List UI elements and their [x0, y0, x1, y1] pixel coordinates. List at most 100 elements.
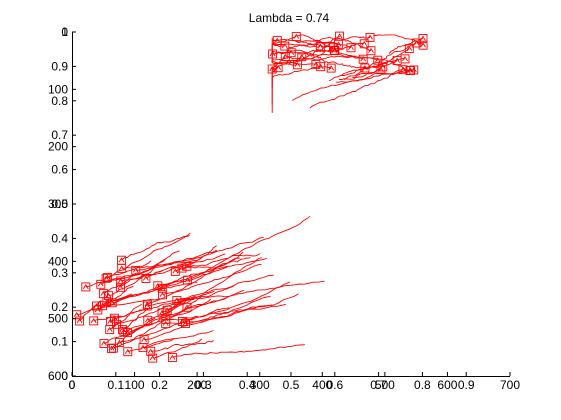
x-tick-label-px-7: 700	[500, 378, 520, 392]
start-marker-glyph-0-37	[293, 33, 300, 39]
start-marker-glyph-0-23	[313, 61, 319, 67]
trajectory-1-46	[107, 232, 191, 278]
start-marker-glyph-1-50	[174, 297, 180, 303]
start-marker-1-31	[109, 313, 119, 323]
trajectory-1-43	[150, 340, 215, 352]
trajectory-cluster-upper	[267, 31, 428, 113]
start-marker-glyph-1-46	[104, 274, 111, 280]
start-marker-glyph-0-13	[274, 37, 281, 43]
trajectory-0-37	[271, 36, 297, 55]
start-marker-glyph-1-24	[169, 354, 176, 360]
y-tick-label-frac-3: 0.3	[51, 266, 68, 280]
trajectory-1-20	[108, 250, 180, 297]
trajectory-1-52	[100, 272, 139, 285]
trajectory-1-16	[122, 307, 150, 330]
trajectory-0-35	[271, 58, 298, 66]
x-tick-label-px-3: 300	[250, 378, 270, 392]
chart-title: Lambda = 0.74	[249, 11, 330, 25]
start-marker-1-24	[167, 353, 177, 362]
start-marker-glyph-1-49	[184, 304, 190, 310]
x-tick-label-frac-8: 0.8	[414, 378, 431, 392]
start-marker-1-29	[148, 353, 158, 363]
start-marker-1-17	[181, 319, 190, 329]
start-marker-glyph-0-20	[335, 41, 342, 47]
start-marker-glyph-0-24	[368, 47, 374, 53]
y-tick-label-frac-6: 0.6	[51, 163, 68, 177]
trajectory-1-34	[147, 280, 325, 307]
trajectory-0-8	[295, 40, 334, 49]
trajectory-0-22	[271, 49, 335, 55]
trajectory-1-41	[93, 315, 121, 322]
trajectory-0-12	[271, 39, 285, 47]
y-tick-label-frac-8: 0.8	[51, 94, 68, 108]
start-marker-1-47	[81, 282, 91, 292]
y-tick-label-px-3: 300	[48, 197, 68, 211]
x-tick-label-frac-4: 0.4	[239, 378, 256, 392]
y-tick-label-px-2: 200	[48, 140, 68, 154]
start-marker-glyph-1-16	[119, 326, 126, 332]
trajectory-0-15	[313, 36, 371, 42]
start-marker-glyph-1-38	[100, 290, 107, 296]
start-marker-1-52	[96, 279, 106, 289]
start-marker-0-12	[280, 41, 290, 51]
start-marker-glyph-1-33	[76, 318, 83, 324]
start-marker-glyph-1-14	[118, 265, 125, 271]
y-tick-label-px-4: 400	[48, 254, 68, 268]
x-ticks-px: 0 100 200 300 400 500 600 700	[69, 372, 520, 392]
x-tick-label-frac-6: 0.6	[326, 378, 343, 392]
x-tick-label-px-5: 500	[375, 378, 395, 392]
start-marker-glyph-1-8	[162, 320, 169, 326]
start-marker-0-1	[376, 65, 386, 75]
trajectory-1-26	[109, 303, 142, 330]
y-ticks-frac: 0 0.1 0.2 0.3 0.4 0.5 0.6 0.7 0.8 0.9 1	[51, 25, 76, 383]
start-marker-0-26	[315, 42, 325, 51]
trajectory-0-31	[271, 56, 286, 105]
start-marker-glyph-0-9	[317, 63, 324, 69]
start-marker-1-25	[170, 266, 180, 276]
trajectory-1-25	[175, 257, 251, 272]
y-tick-label-frac-7: 0.7	[51, 128, 68, 142]
start-marker-1-42	[139, 335, 149, 345]
start-marker-0-17	[418, 34, 428, 43]
start-marker-glyph-1-43	[147, 348, 154, 354]
trajectory-1-32	[111, 317, 156, 349]
trajectory-1-48	[106, 280, 184, 303]
trajectory-1-39	[147, 251, 244, 305]
start-marker-1-11	[101, 273, 111, 283]
y-tick-label-frac-9: 0.9	[51, 59, 68, 73]
trajectory-0-32	[328, 48, 410, 82]
start-marker-glyph-1-11	[103, 275, 109, 281]
trajectory-1-54	[161, 285, 234, 314]
start-marker-0-2	[326, 63, 336, 73]
trajectory-0-3	[271, 67, 279, 113]
trajectory-0-27	[341, 58, 406, 76]
y-tick-label-px-5: 500	[48, 312, 68, 326]
start-marker-1-54	[157, 308, 167, 318]
trajectory-0-30	[338, 52, 411, 71]
y-tick-label-frac-5: 0.5	[51, 197, 68, 211]
start-marker-0-9	[316, 62, 326, 72]
start-marker-glyph-0-17	[420, 35, 426, 41]
plot-area	[72, 31, 428, 363]
start-marker-glyph-1-3	[94, 307, 101, 313]
trajectory-0-24	[344, 39, 372, 52]
trajectory-0-10	[309, 69, 414, 109]
start-marker-1-2	[99, 339, 109, 348]
start-marker-1-28	[177, 263, 187, 273]
start-marker-1-36	[162, 305, 172, 315]
start-marker-1-30	[117, 255, 126, 265]
start-marker-glyph-0-5	[298, 53, 305, 59]
trajectory-1-19	[120, 269, 164, 288]
trajectory-1-28	[181, 253, 261, 269]
trajectory-cluster-lower	[72, 215, 325, 363]
start-marker-glyph-1-37	[124, 348, 131, 354]
start-marker-0-32	[404, 44, 414, 54]
y-tick-label-frac-2: 0.2	[51, 300, 68, 314]
start-marker-0-11	[373, 55, 383, 65]
start-marker-0-6	[418, 40, 428, 50]
trajectory-1-49	[186, 257, 262, 308]
trajectory-0-28	[305, 52, 366, 69]
y-ticks-px: 0 100 200 300 400 500 600	[48, 25, 76, 383]
start-marker-1-45	[131, 265, 141, 275]
